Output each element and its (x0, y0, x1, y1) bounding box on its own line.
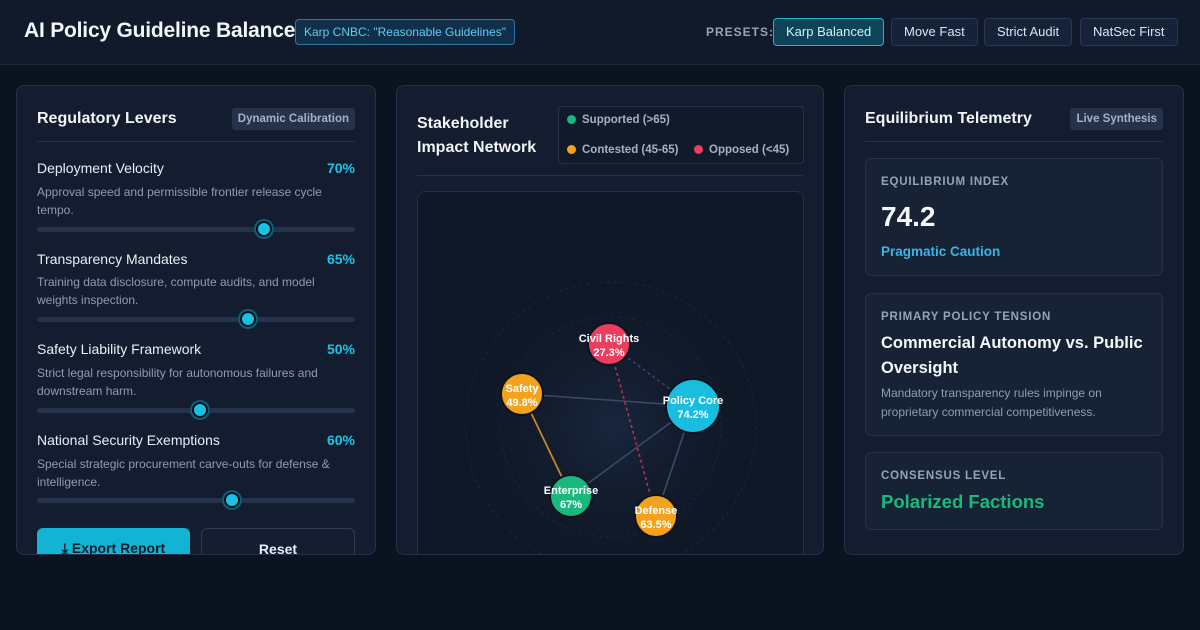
legend-supported: Supported (>65) (567, 114, 670, 126)
tension-title: Commercial Autonomy vs. Public Oversight (881, 334, 1143, 377)
preset-karp-balanced-button[interactable]: Karp Balanced (773, 18, 885, 46)
slider-thumb[interactable] (239, 311, 256, 327)
top-bar: AI Policy Guideline Balancer Karp CNBC: … (0, 0, 1200, 65)
link-safety-core (521, 393, 694, 407)
network-graph: Policy Core 74.2% Civil Rights 27.3% Safety 4… (461, 277, 761, 554)
preset-strict-audit-button[interactable]: Strict Audit (984, 18, 1073, 46)
network-canvas: Policy Core 74.2% Civil Rights 27.3% Safety 4… (417, 191, 804, 554)
node-score: 67% (560, 499, 582, 511)
telemetry-panel-title: Equilibrium Telemetry (865, 110, 1032, 127)
lever-value: 60% (326, 432, 355, 448)
node-safety[interactable]: Safety 49.8% (500, 372, 544, 416)
stakeholder-network-panel: Stakeholder Impact Network Supported (>6… (396, 85, 824, 555)
equilibrium-state: Pragmatic Caution (881, 244, 1001, 259)
network-panel-title: Stakeholder Impact Network (417, 115, 537, 156)
download-icon: ⤓ (61, 540, 72, 555)
consensus-value: Polarized Factions (881, 491, 1045, 512)
node-circle[interactable] (500, 372, 544, 416)
transparency-mandates-slider[interactable] (37, 311, 355, 327)
node-name: Enterprise (544, 485, 598, 497)
inner-ring (500, 316, 722, 538)
slider-thumb[interactable] (255, 221, 272, 237)
export-report-button[interactable]: ⤓ Export Report (37, 528, 190, 555)
slider-thumb[interactable] (223, 492, 240, 508)
preset-move-fast-button[interactable]: Move Fast (891, 18, 978, 46)
network-divider (417, 175, 803, 176)
preset-natsec-first-button[interactable]: NatSec First (1080, 18, 1178, 46)
node-name: Policy Core (663, 395, 724, 407)
live-synthesis-tag: Live Synthesis (1070, 108, 1163, 130)
supported-dot-icon (567, 115, 576, 124)
source-badge: Karp CNBC: "Reasonable Guidelines" (295, 19, 515, 45)
safety-liability-slider[interactable] (37, 402, 355, 418)
consensus-card: CONSENSUS LEVEL Polarized Factions (865, 452, 1163, 530)
outer-ring (465, 281, 757, 554)
node-score: 63.5% (640, 519, 671, 531)
lever-name: National Security Exemptions (37, 432, 220, 448)
node-enterprise[interactable]: Enterprise 67% (544, 474, 598, 518)
node-circle[interactable] (549, 474, 593, 518)
equilibrium-value: 74.2 (881, 201, 936, 232)
node-defense[interactable]: Defense 63.5% (634, 494, 678, 538)
node-name: Safety (505, 383, 539, 395)
legend-opposed: Opposed (<45) (694, 144, 789, 156)
presets-label: PRESETS: (706, 25, 775, 39)
telemetry-divider (865, 141, 1163, 142)
national-security-slider[interactable] (37, 492, 355, 508)
lever-name: Safety Liability Framework (37, 341, 202, 357)
consensus-label: CONSENSUS LEVEL (881, 470, 1007, 482)
lever-description: Approval speed and permissible frontier … (37, 185, 322, 217)
equilibrium-label: EQUILIBRIUM INDEX (881, 176, 1009, 188)
node-score: 49.8% (506, 397, 537, 409)
export-label: Export Report (71, 540, 166, 555)
slider-thumb[interactable] (192, 402, 208, 418)
deployment-velocity-slider[interactable] (37, 221, 355, 237)
node-score: 74.2% (677, 409, 708, 421)
node-circle[interactable] (634, 494, 678, 538)
tension-description: Mandatory transparency rules impinge on … (881, 386, 1102, 419)
contested-dot-icon (567, 145, 576, 154)
app-title: AI Policy Guideline Balancer (24, 19, 304, 42)
lever-value: 65% (326, 251, 355, 267)
lever-name: Deployment Velocity (37, 160, 164, 176)
lever-name: Transparency Mandates (37, 251, 188, 267)
node-civil[interactable]: Civil Rights 27.3% (579, 322, 640, 366)
lever-value: 70% (326, 160, 355, 176)
tension-label: PRIMARY POLICY TENSION (881, 311, 1052, 323)
lever-description: Special strategic procurement carve-outs… (37, 457, 330, 489)
node-circle[interactable] (587, 322, 631, 366)
levers-divider (37, 141, 355, 142)
regulatory-levers-panel: Regulatory Levers Dynamic Calibration De… (16, 85, 376, 555)
opposed-dot-icon (694, 145, 703, 154)
node-name: Defense (635, 505, 678, 517)
node-circle[interactable] (665, 378, 721, 434)
node-name: Civil Rights (579, 333, 640, 345)
node-score: 27.3% (593, 347, 624, 359)
equilibrium-index-card: EQUILIBRIUM INDEX 74.2 Pragmatic Caution (865, 158, 1163, 276)
policy-tension-card: PRIMARY POLICY TENSION Commercial Autono… (865, 293, 1163, 436)
lever-value: 50% (326, 341, 355, 357)
equilibrium-telemetry-panel: Equilibrium Telemetry Live Synthesis EQU… (844, 85, 1184, 555)
lever-description: Strict legal responsibility for autonomo… (37, 366, 318, 398)
legend-contested: Contested (45-65) (567, 144, 679, 156)
reset-button[interactable]: Reset (201, 528, 355, 554)
network-legend: Supported (>65) Contested (45-65) Oppose… (558, 106, 804, 164)
dynamic-calibration-tag: Dynamic Calibration (231, 108, 355, 130)
lever-description: Training data disclosure, compute audits… (37, 275, 315, 307)
node-core[interactable]: Policy Core 74.2% (663, 378, 724, 434)
levers-panel-title: Regulatory Levers (37, 110, 177, 127)
